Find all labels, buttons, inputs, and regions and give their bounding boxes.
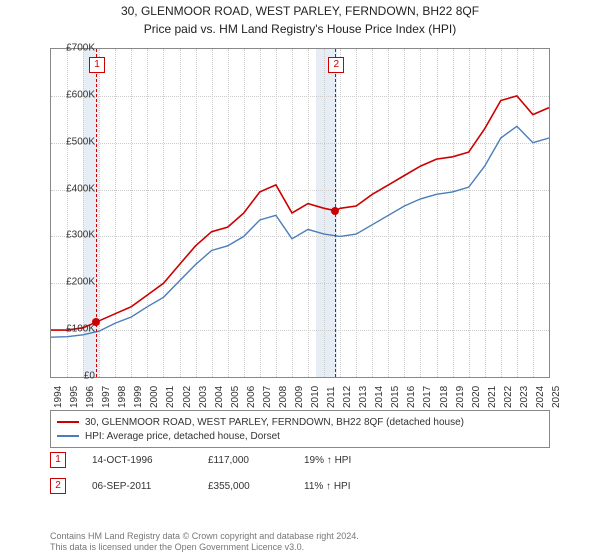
series-svg [51,49,549,377]
legend-item-property: 30, GLENMOOR ROAD, WEST PARLEY, FERNDOWN… [57,415,543,429]
x-tick-label: 2006 [246,386,257,408]
x-tick-label: 2004 [214,386,225,408]
transaction-row-1: 1 14-OCT-1996 £117,000 19% ↑ HPI [50,452,351,468]
transaction-date-2: 06-SEP-2011 [92,481,182,492]
legend-swatch-hpi [57,435,79,437]
transaction-delta-2: 11% ↑ HPI [304,481,351,492]
transaction-row-2: 2 06-SEP-2011 £355,000 11% ↑ HPI [50,478,351,494]
transaction-price-2: £355,000 [208,481,278,492]
footer-line-1: Contains HM Land Registry data © Crown c… [50,531,359,543]
x-tick-label: 2014 [374,386,385,408]
x-tick-label: 2017 [422,386,433,408]
x-tick-label: 2023 [519,386,530,408]
marker-label-1: 1 [89,57,105,73]
x-tick-label: 2008 [278,386,289,408]
x-tick-label: 2015 [390,386,401,408]
x-tick-label: 1998 [117,386,128,408]
figure: 30, GLENMOOR ROAD, WEST PARLEY, FERNDOWN… [0,0,600,560]
y-tick-label: £600K [50,89,95,100]
transaction-marker-2: 2 [50,478,66,494]
x-tick-label: 2022 [503,386,514,408]
legend-label-hpi: HPI: Average price, detached house, Dors… [85,431,280,442]
x-tick-label: 1994 [53,386,64,408]
transaction-marker-1: 1 [50,452,66,468]
x-tick-label: 2003 [198,386,209,408]
y-tick-label: £500K [50,136,95,147]
x-tick-label: 1999 [133,386,144,408]
series-property [51,96,549,330]
x-tick-label: 2016 [406,386,417,408]
x-tick-label: 2018 [439,386,450,408]
x-tick-label: 1995 [69,386,80,408]
y-tick-label: £300K [50,230,95,241]
title-line-2: Price paid vs. HM Land Registry's House … [0,22,600,36]
y-tick-label: £100K [50,324,95,335]
x-tick-label: 2024 [535,386,546,408]
y-tick-label: £700K [50,43,95,54]
x-tick-label: 1996 [85,386,96,408]
x-tick-label: 2011 [326,386,337,408]
y-tick-label: £200K [50,277,95,288]
transaction-price-1: £117,000 [208,455,278,466]
x-tick-label: 2025 [551,386,562,408]
y-tick-label: £0 [50,371,95,382]
transaction-date-1: 14-OCT-1996 [92,455,182,466]
marker-vline-1 [96,49,97,377]
x-tick-label: 2007 [262,386,273,408]
x-tick-label: 2005 [230,386,241,408]
series-hpi [51,126,549,337]
marker-dot-2 [331,207,339,215]
x-tick-label: 2000 [149,386,160,408]
x-tick-label: 2009 [294,386,305,408]
x-tick-label: 2002 [182,386,193,408]
x-tick-label: 2020 [471,386,482,408]
x-tick-label: 2001 [165,386,176,408]
x-tick-label: 2010 [310,386,321,408]
x-tick-label: 2021 [487,386,498,408]
y-tick-label: £400K [50,183,95,194]
legend: 30, GLENMOOR ROAD, WEST PARLEY, FERNDOWN… [50,410,550,448]
x-tick-label: 2012 [342,386,353,408]
x-tick-label: 1997 [101,386,112,408]
legend-label-property: 30, GLENMOOR ROAD, WEST PARLEY, FERNDOWN… [85,417,464,428]
legend-swatch-property [57,421,79,423]
chart-area: 12 [50,48,550,378]
x-tick-label: 2013 [358,386,369,408]
transaction-delta-1: 19% ↑ HPI [304,455,351,466]
legend-item-hpi: HPI: Average price, detached house, Dors… [57,429,543,443]
title-line-1: 30, GLENMOOR ROAD, WEST PARLEY, FERNDOWN… [0,4,600,18]
footer: Contains HM Land Registry data © Crown c… [50,531,359,554]
footer-line-2: This data is licensed under the Open Gov… [50,542,359,554]
marker-label-2: 2 [328,57,344,73]
x-tick-label: 2019 [455,386,466,408]
